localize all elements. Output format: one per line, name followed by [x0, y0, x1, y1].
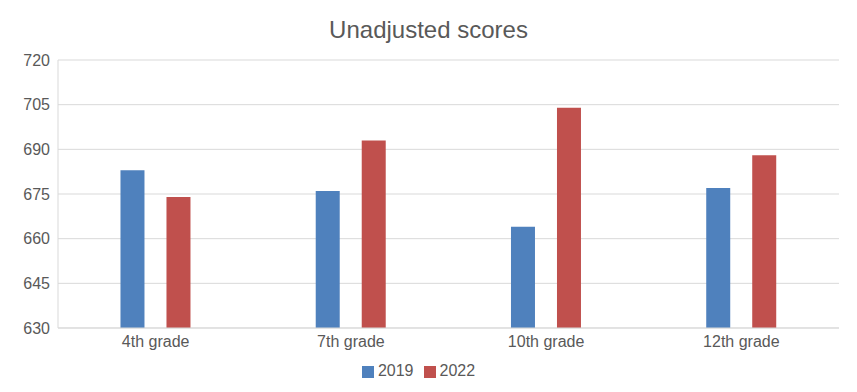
svg-text:705: 705 [23, 96, 50, 113]
html-text:Unadjusted scores: Unadjusted scores [329, 16, 528, 43]
svg-text:630: 630 [23, 320, 50, 337]
svg-text:12th grade: 12th grade [703, 333, 780, 350]
svg-text:7th grade: 7th grade [317, 333, 385, 350]
svg-text:10th grade: 10th grade [508, 333, 585, 350]
svg-text:675: 675 [23, 186, 50, 203]
svg-text:4th grade: 4th grade [122, 333, 190, 350]
html-text:2019: 2019 [377, 362, 414, 379]
svg-text:690: 690 [23, 141, 50, 158]
svg-text:720: 720 [23, 52, 50, 69]
svg-text:645: 645 [23, 275, 50, 292]
html-text:2022: 2022 [439, 362, 476, 379]
svg-text:660: 660 [23, 230, 50, 247]
